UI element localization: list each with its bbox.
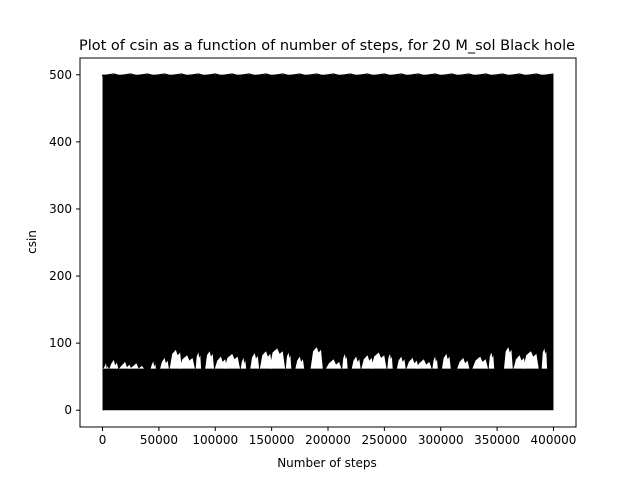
x-tick-label: 150000	[249, 433, 295, 447]
data-gap	[416, 359, 432, 369]
data-gap	[432, 356, 438, 369]
data-gap	[370, 352, 387, 369]
data-gap	[310, 347, 323, 369]
x-tick-label: 0	[99, 433, 107, 447]
data-gap	[351, 356, 361, 369]
data-gap	[128, 363, 145, 369]
data-gap	[169, 349, 182, 369]
data-gap	[285, 352, 292, 369]
data-gap	[150, 361, 156, 369]
data-gap	[472, 356, 488, 369]
chart-title: Plot of csin as a function of number of …	[79, 38, 575, 54]
data-gap	[361, 355, 374, 369]
data-gap	[396, 356, 406, 369]
x-tick-label: 400000	[531, 433, 577, 447]
data-gap	[342, 353, 348, 369]
data-gap	[205, 351, 214, 369]
x-tick-label: 250000	[361, 433, 407, 447]
y-tick-label: 500	[49, 68, 72, 82]
data-gap	[195, 352, 202, 369]
data-gap	[179, 355, 195, 369]
data-gap	[103, 363, 109, 369]
plot-area	[101, 73, 554, 411]
data-gap	[387, 353, 393, 369]
data-gap	[541, 348, 548, 369]
data-gap	[457, 357, 470, 369]
axes: 0 50000 100000 150000 200000 250000 300000 3500…	[49, 57, 577, 447]
data-top-edge	[101, 73, 554, 77]
x-tick-label: 50000	[140, 433, 178, 447]
y-axis-label: csin	[25, 230, 39, 254]
data-gap	[160, 357, 169, 369]
y-tick-label: 300	[49, 202, 72, 216]
data-gap	[214, 356, 227, 369]
data-gap	[259, 351, 273, 369]
data-gap	[504, 347, 513, 369]
x-tick-label: 200000	[305, 433, 351, 447]
x-axis-label: Number of steps	[277, 456, 377, 470]
x-tick-label: 350000	[474, 433, 520, 447]
data-gap	[240, 357, 247, 369]
data-gap	[513, 355, 526, 369]
data-gap	[295, 356, 305, 369]
data-gap	[250, 353, 260, 369]
data-gap	[442, 353, 451, 369]
y-tick-label: 400	[49, 135, 72, 149]
x-tick-label: 300000	[418, 433, 464, 447]
data-gap	[224, 353, 240, 369]
data-gap	[488, 352, 495, 369]
data-band	[102, 74, 554, 411]
data-gap	[406, 357, 419, 369]
data-gap	[269, 348, 286, 369]
data-gap	[109, 359, 119, 369]
data-gap	[325, 359, 342, 369]
y-tick-label: 200	[49, 269, 72, 283]
x-tick-label: 100000	[192, 433, 238, 447]
y-tick-label: 100	[49, 336, 72, 350]
y-tick-label: 0	[64, 403, 72, 417]
data-gap	[523, 351, 539, 369]
data-gap	[119, 361, 132, 369]
